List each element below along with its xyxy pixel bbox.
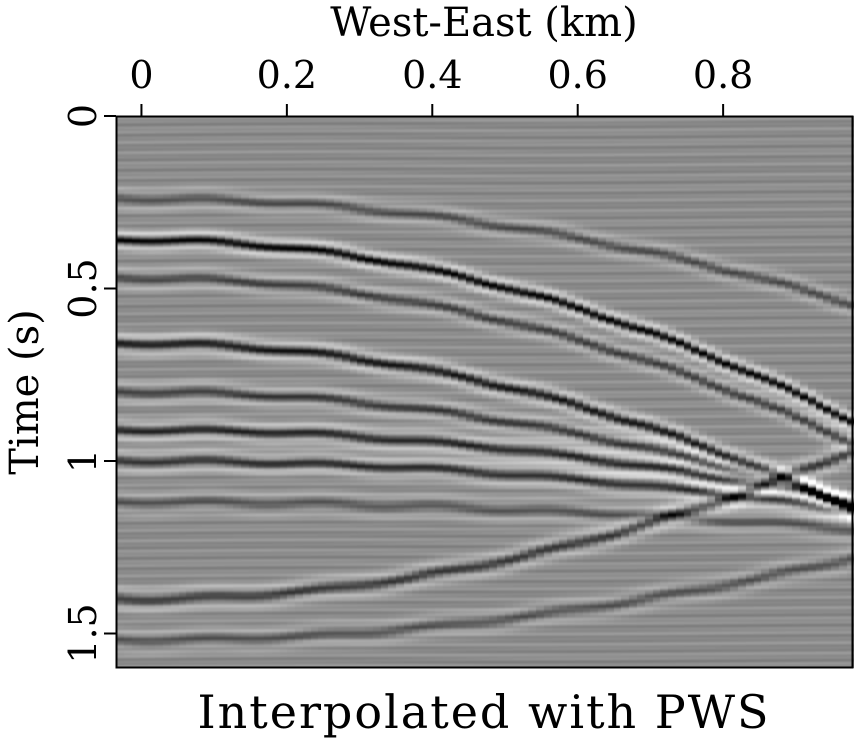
- y-axis-label: Time (s): [2, 309, 48, 475]
- seismic-image-frame: [116, 116, 854, 668]
- y-tick-label: 0: [61, 104, 105, 128]
- x-axis-ticks: 0 0.2 0.4 0.6 0.8: [129, 53, 753, 116]
- x-axis-label: West-East (km): [330, 0, 637, 46]
- seismic-image: [116, 116, 854, 668]
- y-axis-ticks: 0 0.5 1 1.5: [61, 104, 116, 664]
- y-tick-label: 1: [61, 449, 105, 473]
- y-tick-label: 0.5: [61, 258, 105, 318]
- plot-border: [115, 115, 854, 669]
- x-tick-label: 0.4: [402, 53, 462, 97]
- x-tick-label: 0.8: [693, 53, 753, 97]
- x-tick-label: 0.2: [257, 53, 317, 97]
- y-tick-label: 1.5: [61, 603, 105, 663]
- x-tick-label: 0.6: [547, 53, 607, 97]
- x-tick-label: 0: [129, 53, 153, 97]
- chart-title: Interpolated with PWS: [197, 685, 770, 739]
